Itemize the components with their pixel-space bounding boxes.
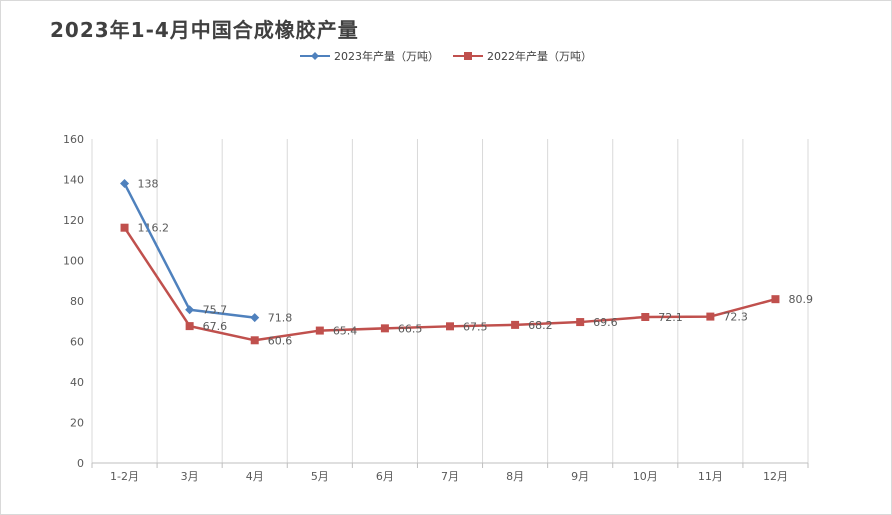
x-tick-label: 4月 [246, 470, 264, 483]
y-tick-label: 40 [70, 376, 84, 389]
x-tick-label: 9月 [571, 470, 589, 483]
data-label: 68.2 [528, 319, 553, 332]
x-tick-label: 1-2月 [110, 470, 139, 483]
data-label: 75.7 [203, 304, 228, 317]
data-label: 80.9 [788, 293, 813, 306]
chart-title: 2023年1-4月中国合成橡胶产量 [50, 18, 359, 42]
data-point-marker [446, 322, 454, 331]
data-label: 67.6 [203, 320, 228, 333]
legend-item-2023: 2023年产量（万吨） [300, 48, 439, 64]
y-tick-label: 160 [63, 133, 84, 146]
x-tick-label: 8月 [506, 470, 524, 483]
data-point-marker [250, 313, 260, 323]
data-point-marker [641, 312, 650, 321]
x-tick-label: 3月 [181, 470, 199, 483]
x-tick-label: 7月 [441, 470, 459, 483]
x-tick-label: 5月 [311, 470, 329, 483]
x-tick-label: 6月 [376, 470, 394, 483]
y-tick-label: 80 [70, 295, 84, 308]
data-point-marker [250, 336, 259, 345]
data-point-marker [771, 295, 780, 304]
legend-label-2023: 2023年产量（万吨） [334, 50, 439, 63]
y-tick-label: 60 [70, 336, 84, 349]
legend-item-2022: 2022年产量（万吨） [453, 48, 592, 64]
data-label: 138 [138, 178, 159, 191]
x-tick-label: 12月 [763, 470, 788, 483]
legend-marker-2023 [300, 52, 330, 60]
data-point-marker [380, 324, 389, 333]
data-label: 67.5 [463, 320, 488, 333]
data-point-marker [120, 179, 130, 189]
data-point-marker [120, 223, 129, 232]
data-point-marker [576, 318, 585, 327]
y-tick-label: 140 [63, 174, 84, 187]
data-point-marker [185, 305, 195, 315]
data-label: 71.8 [268, 312, 293, 325]
y-tick-label: 20 [70, 417, 84, 430]
data-label: 60.6 [268, 334, 293, 347]
data-point-marker [315, 326, 324, 335]
y-tick-label: 120 [63, 214, 84, 227]
chart-legend: 2023年产量（万吨） 2022年产量（万吨） [0, 48, 892, 64]
y-tick-label: 100 [63, 255, 84, 268]
data-point-marker [511, 320, 520, 329]
data-point-marker [706, 312, 715, 321]
y-tick-label: 0 [77, 457, 84, 470]
legend-label-2022: 2022年产量（万吨） [487, 50, 592, 63]
data-label: 116.2 [138, 222, 170, 235]
data-point-marker [185, 322, 194, 331]
data-label: 65.4 [333, 325, 358, 338]
data-label: 69.6 [593, 316, 618, 329]
legend-marker-2022 [453, 52, 483, 60]
data-label: 72.3 [723, 311, 748, 324]
series-line-0 [123, 182, 255, 319]
x-tick-label: 10月 [633, 470, 658, 483]
data-label: 66.5 [398, 322, 423, 335]
data-label: 72.1 [658, 311, 683, 324]
x-tick-label: 11月 [698, 470, 723, 483]
